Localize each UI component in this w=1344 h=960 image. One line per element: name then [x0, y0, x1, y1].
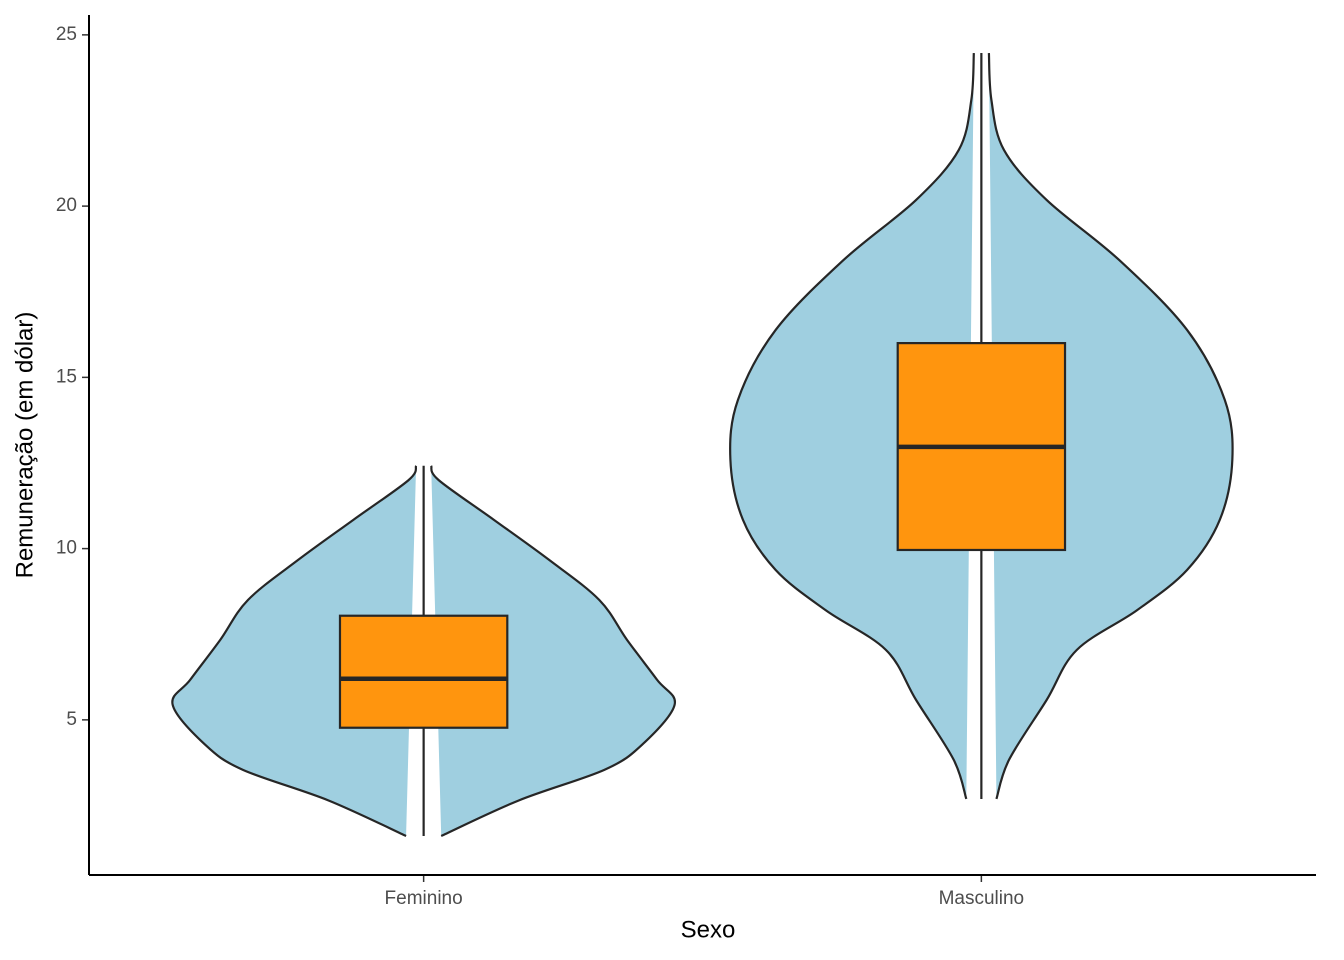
y-tick-label: 15 [56, 366, 77, 387]
y-tick-label: 20 [56, 195, 77, 216]
violin-half [430, 465, 677, 837]
x-tick-label: Feminino [385, 888, 463, 909]
y-tick-label: 25 [56, 24, 77, 45]
box [338, 614, 509, 729]
violin-half [987, 52, 1234, 800]
violin-half [729, 52, 975, 800]
x-axis-title: Sexo [681, 916, 736, 943]
y-tick-label: 5 [66, 709, 77, 730]
x-tick-label: Masculino [939, 888, 1025, 909]
y-axis-title: Remuneração (em dólar) [11, 312, 38, 579]
y-tick-label: 10 [56, 538, 77, 559]
violin-half [171, 465, 418, 837]
